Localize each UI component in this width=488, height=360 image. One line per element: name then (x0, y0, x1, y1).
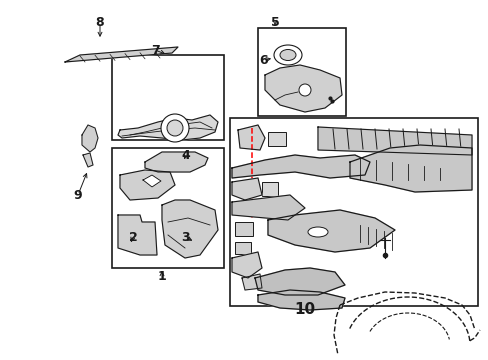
Text: 6: 6 (259, 54, 268, 67)
Text: 3: 3 (181, 230, 189, 243)
Polygon shape (83, 153, 93, 167)
Polygon shape (231, 252, 262, 278)
Text: 4: 4 (181, 149, 190, 162)
Bar (229, 118, 477, 306)
Polygon shape (118, 115, 218, 140)
Text: 10: 10 (294, 302, 315, 318)
Bar (262, 205, 275, 217)
Polygon shape (231, 155, 369, 178)
Ellipse shape (273, 45, 302, 65)
Circle shape (298, 84, 310, 96)
Ellipse shape (307, 227, 327, 237)
Polygon shape (242, 274, 262, 290)
Polygon shape (258, 290, 345, 310)
Bar (112, 55, 224, 140)
Polygon shape (231, 178, 262, 200)
Polygon shape (120, 170, 175, 200)
Bar (267, 132, 285, 146)
Polygon shape (254, 268, 345, 295)
Polygon shape (82, 125, 98, 152)
Bar (112, 148, 224, 268)
Ellipse shape (280, 49, 295, 60)
Polygon shape (264, 65, 341, 112)
Polygon shape (267, 210, 394, 252)
Polygon shape (349, 145, 471, 192)
Text: 9: 9 (74, 189, 82, 202)
Circle shape (167, 120, 183, 136)
Bar (258, 28, 346, 116)
Text: 8: 8 (96, 15, 104, 28)
Polygon shape (231, 195, 305, 220)
Polygon shape (317, 127, 471, 155)
Bar (235, 222, 252, 236)
Polygon shape (145, 152, 207, 172)
Polygon shape (142, 175, 161, 187)
Bar (262, 182, 278, 196)
Bar (235, 242, 250, 254)
Polygon shape (238, 125, 264, 150)
Circle shape (161, 114, 189, 142)
Polygon shape (65, 47, 178, 62)
Text: 1: 1 (157, 270, 166, 283)
Polygon shape (118, 215, 157, 255)
Polygon shape (162, 200, 218, 258)
Text: 2: 2 (128, 230, 137, 243)
Text: 7: 7 (150, 44, 159, 57)
Text: 5: 5 (270, 15, 279, 28)
